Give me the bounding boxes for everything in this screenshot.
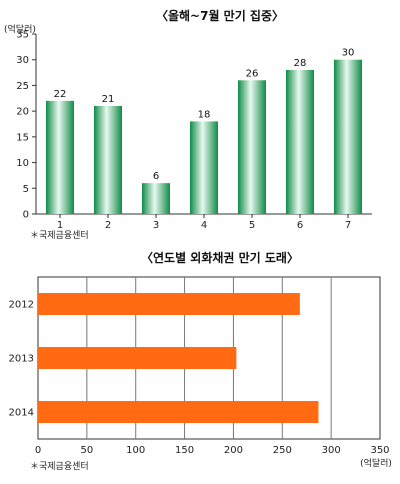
chart2-y-tick-label: 2014 — [9, 408, 34, 419]
chart1-x-tick-label: 7 — [345, 220, 351, 231]
chart2-x-tick-label: 350 — [370, 445, 389, 456]
chart2-x-tick-label: 250 — [273, 445, 292, 456]
chart2-x-tick-label: 100 — [126, 445, 145, 456]
chart2-x-tick-label: 0 — [35, 445, 41, 456]
chart1-y-tick-label: 30 — [16, 55, 29, 66]
chart1-y-tick-label: 25 — [16, 81, 29, 92]
chart2-bar — [38, 401, 319, 423]
chart1-y-tick-label: 10 — [16, 158, 29, 169]
chart1-x-tick-label: 6 — [297, 220, 303, 231]
chart1-x-tick-label: 3 — [153, 220, 159, 231]
chart1-value-label: 18 — [198, 109, 211, 120]
chart2-x-tick-label: 200 — [224, 445, 243, 456]
chart1-bar — [334, 59, 362, 214]
yearly-hbar-chart: 〈연도별 외화채권 만기 도래〉 2012 2013 2014 0 50 100 150 2… — [9, 250, 392, 472]
chart1-y-tick-label: 20 — [16, 107, 29, 118]
chart1-x-tick-label: 2 — [105, 220, 111, 231]
chart1-x-tick-label: 4 — [201, 220, 207, 231]
chart1-y-tick-label: 35 — [16, 30, 29, 41]
chart2-y-tick-label: 2013 — [9, 354, 34, 365]
chart1-unit-label: (억달러) — [4, 23, 36, 35]
chart2-bar — [38, 293, 300, 315]
chart2-unit-label: (억달러) — [360, 457, 392, 469]
chart1-y-tick-label: 0 — [23, 210, 29, 221]
chart1-title: 〈올해~7월 만기 집중〉 — [156, 8, 284, 23]
chart1-x-tick-label: 1 — [57, 220, 63, 231]
chart1-y-tick-label: 15 — [16, 132, 29, 143]
chart1-value-label: 28 — [294, 58, 307, 69]
chart2-x-tick-label: 300 — [322, 445, 341, 456]
chart1-source: ＊국제금융센터 — [30, 230, 89, 241]
chart1-value-label: 22 — [54, 89, 67, 100]
chart1-bar — [190, 121, 218, 214]
chart1-bar — [94, 106, 122, 214]
chart1-value-label: 21 — [102, 94, 115, 105]
chart1-value-label: 26 — [246, 68, 259, 79]
chart1-bar — [142, 183, 170, 214]
chart1-x-tick-label: 5 — [249, 220, 255, 231]
chart1-y-tick-label: 5 — [23, 184, 29, 195]
chart2-source: ＊국제금융센터 — [30, 461, 89, 472]
chart1-bar — [286, 70, 314, 214]
chart2-bar — [38, 347, 237, 369]
chart1-bar — [46, 100, 74, 214]
chart1-bar — [238, 80, 266, 215]
chart2-title: 〈연도별 외화채권 만기 도래〉 — [141, 250, 299, 265]
chart1-value-label: 6 — [153, 171, 159, 182]
chart2-x-tick-label: 50 — [80, 445, 93, 456]
chart1-value-label: 30 — [342, 48, 355, 59]
chart2-y-tick-label: 2012 — [9, 300, 34, 311]
chart2-x-tick-label: 150 — [175, 445, 194, 456]
